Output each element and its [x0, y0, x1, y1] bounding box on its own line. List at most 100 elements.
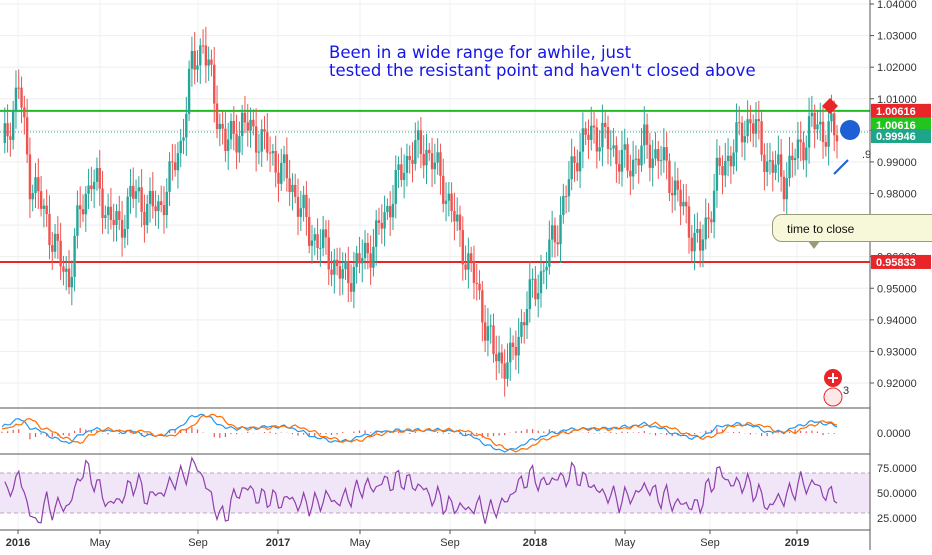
candle-body: [157, 201, 160, 212]
rsi-pane: [0, 456, 870, 524]
candle-body: [106, 206, 110, 216]
candle-body: [347, 261, 350, 284]
candle-body: [263, 129, 266, 132]
candle-body: [92, 181, 96, 190]
candle-body: [615, 145, 618, 165]
candle-body: [358, 253, 361, 264]
candle-body: [671, 192, 674, 196]
candle-body: [456, 214, 459, 222]
candle-body: [486, 326, 490, 341]
candle-body: [698, 229, 702, 251]
pin-marker-icon: [833, 120, 861, 175]
candle-body: [598, 147, 601, 152]
candle-body: [330, 269, 333, 275]
candle-body: [715, 157, 719, 191]
candle-body: [123, 229, 127, 238]
candle-body: [386, 205, 389, 213]
candle-body: [140, 187, 143, 212]
candle-body: [185, 113, 188, 138]
candle-body: [288, 178, 291, 193]
candle-body: [193, 50, 196, 70]
candle-body: [729, 155, 733, 167]
candle-body: [344, 261, 347, 270]
candle-body: [252, 119, 255, 127]
candle-body: [137, 187, 141, 192]
candle-body: [595, 127, 599, 152]
price-label-tag: 1.00616: [871, 117, 931, 132]
x-tick-label: 2017: [266, 537, 290, 549]
gridlines: [0, 0, 870, 530]
candle-body: [464, 264, 467, 270]
candle-body: [785, 178, 788, 200]
candle-body: [45, 205, 48, 215]
pin-stem: [833, 159, 849, 175]
level-tag: 0.95833: [871, 254, 931, 269]
candle-body: [796, 139, 800, 159]
signal-line: [1, 413, 838, 453]
candle-body: [321, 229, 325, 248]
candle-body: [190, 50, 194, 69]
candle-body: [11, 109, 15, 140]
candle-body: [710, 219, 713, 223]
rsi-tick-label: 25.0000: [877, 513, 917, 525]
candle-body: [42, 205, 46, 209]
candle-body: [637, 158, 640, 166]
candle-body: [355, 253, 358, 267]
candle-body: [39, 191, 43, 209]
candle-body: [159, 201, 163, 205]
price-label-text: 0.99946: [876, 131, 916, 143]
candle-body: [503, 363, 506, 379]
candle-body: [291, 184, 294, 193]
candle-body: [98, 168, 101, 189]
candle-body: [307, 217, 311, 246]
candle-body: [62, 266, 65, 272]
candle-body: [76, 205, 79, 236]
candle-body: [467, 253, 470, 270]
candle-body: [34, 177, 37, 193]
candle-body: [324, 229, 328, 238]
annotation-text[interactable]: Been in a wide range for awhile, just te…: [329, 44, 756, 80]
candle-body: [199, 45, 202, 66]
rsi-tick-label: 50.0000: [877, 488, 917, 500]
candle-body: [444, 200, 448, 204]
candle-body: [757, 119, 761, 122]
candle-body: [148, 190, 152, 204]
candle-body: [171, 161, 174, 163]
callout-bubble[interactable]: time to close: [772, 214, 932, 242]
candle-body: [67, 268, 71, 288]
candle-body: [224, 128, 227, 151]
pin-dot: [845, 144, 855, 154]
candle-body: [517, 336, 520, 356]
candle-body: [338, 266, 342, 279]
x-tick-label: 2016: [6, 537, 30, 549]
candle-body: [721, 166, 724, 176]
candle-body: [277, 172, 280, 184]
candle-body: [483, 322, 487, 341]
candle-body: [684, 201, 688, 207]
candle-body: [176, 153, 180, 171]
pin-head: [840, 120, 861, 140]
candle-body: [472, 261, 476, 283]
candle-body: [394, 169, 397, 204]
candle-body: [207, 59, 210, 66]
candle-body: [416, 130, 420, 141]
candle-body: [623, 144, 626, 150]
candle-body: [620, 149, 624, 172]
candle-body: [3, 123, 6, 143]
candle-body: [377, 220, 381, 223]
candle-body: [215, 103, 219, 130]
candle-body: [294, 184, 297, 197]
candle-body: [232, 120, 235, 134]
candle-body: [296, 196, 300, 217]
candle-body: [210, 59, 213, 65]
rsi-band: [0, 473, 870, 513]
rsi-tick-label: 75.0000: [877, 463, 917, 475]
candle-body: [132, 185, 135, 199]
candle-body: [578, 151, 582, 172]
candle-body: [665, 147, 668, 161]
price-tick-label: 0.94000: [877, 315, 917, 327]
candle-body: [168, 161, 171, 192]
candle-body: [634, 158, 638, 160]
candle-body: [548, 239, 551, 267]
